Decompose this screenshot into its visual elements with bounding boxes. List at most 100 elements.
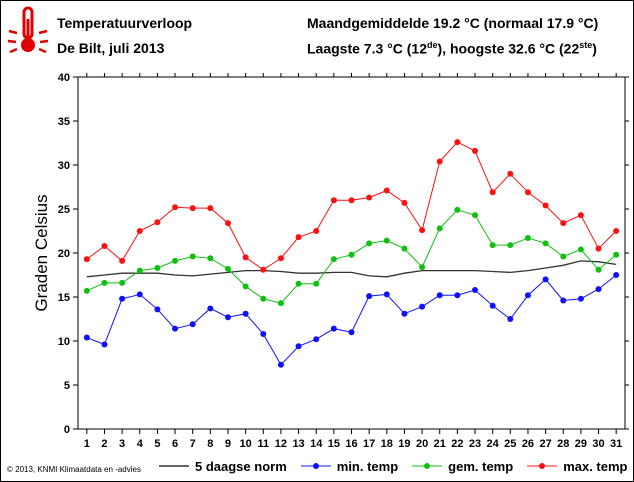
data-point-max <box>436 158 443 165</box>
legend-item-min: min. temp <box>300 459 398 474</box>
legend-item-max: max. temp <box>527 459 628 474</box>
data-point-max <box>419 227 426 234</box>
data-point-max <box>101 242 108 249</box>
x-tick-label: 7 <box>190 438 196 450</box>
x-tick-label: 9 <box>225 438 231 450</box>
x-tick-label: 12 <box>275 438 287 450</box>
thermometer-ray <box>38 47 47 54</box>
extremes-superscript: ste <box>579 40 593 50</box>
series-line-min <box>86 274 617 366</box>
data-point-gem <box>348 251 355 258</box>
x-tick-label: 25 <box>504 438 516 450</box>
legend-label: gem. temp <box>448 458 514 474</box>
x-tick-label: 5 <box>154 438 160 450</box>
page-title: Temperatuurverloop <box>57 15 193 31</box>
x-tick-label: 27 <box>539 438 551 450</box>
y-tick-label: 25 <box>58 204 70 216</box>
data-point-gem <box>224 265 231 272</box>
data-point-gem <box>83 287 90 294</box>
thermometer-icon <box>7 6 49 54</box>
data-point-max <box>172 204 179 211</box>
data-point-min <box>542 276 549 283</box>
data-point-min <box>613 272 620 278</box>
data-point-max <box>366 194 373 201</box>
y-tick-label: 0 <box>64 424 70 436</box>
data-point-gem <box>383 237 390 244</box>
chart-legend: 5 daagse norm min. temp gem. temp max. temp <box>159 458 634 474</box>
thermometer-ray <box>8 29 18 35</box>
legend-label: 5 daagse norm <box>195 458 287 474</box>
data-point-max <box>577 212 584 219</box>
data-point-min <box>242 310 249 317</box>
data-point-gem <box>136 267 143 274</box>
chart-series <box>83 139 620 368</box>
extremes-text: Laagste 7.3 °C (12de), hoogste 32.6 °C (… <box>307 40 597 57</box>
data-point-gem <box>154 264 161 271</box>
data-point-gem <box>189 253 196 260</box>
x-tick-label: 23 <box>469 438 481 450</box>
x-tick-label: 3 <box>119 438 125 450</box>
data-point-gem <box>577 246 584 253</box>
thermometer-bulb <box>21 38 35 52</box>
data-point-min <box>401 310 408 317</box>
data-point-max <box>383 187 390 194</box>
legend-item-norm: 5 daagse norm <box>159 459 287 474</box>
thermometer-ray <box>7 39 17 44</box>
x-tick-label: 24 <box>487 438 500 450</box>
y-axis-label: Graden Celsius <box>32 194 51 311</box>
data-point-gem <box>366 240 373 247</box>
legend-item-gem: gem. temp <box>412 459 513 474</box>
data-point-max <box>613 228 620 234</box>
data-point-min <box>454 292 461 299</box>
data-point-max <box>189 205 196 212</box>
data-point-min <box>207 305 214 312</box>
y-tick-label: 20 <box>58 248 70 260</box>
data-point-max <box>472 147 479 154</box>
y-tick-label: 15 <box>58 292 70 304</box>
x-tick-label: 21 <box>434 438 446 450</box>
data-point-gem <box>489 242 496 249</box>
monthly-mean-text: Maandgemiddelde 19.2 °C (normaal 17.9 °C… <box>307 15 599 31</box>
data-point-max <box>560 220 567 227</box>
data-point-gem <box>436 225 443 232</box>
data-point-min <box>560 297 567 304</box>
data-point-min <box>383 291 390 298</box>
data-point-gem <box>507 242 514 249</box>
extremes-part: ), hoogste 32.6 °C (22 <box>437 40 580 57</box>
x-tick-label: 13 <box>292 438 304 450</box>
data-point-gem <box>542 240 549 247</box>
data-point-min <box>524 292 531 299</box>
data-point-gem <box>295 280 302 287</box>
x-tick-label: 4 <box>137 438 144 450</box>
data-point-max <box>83 256 90 263</box>
y-tick-label: 35 <box>58 116 70 128</box>
data-point-min <box>295 343 302 350</box>
data-point-gem <box>207 255 214 262</box>
thermometer-ray <box>38 29 48 35</box>
data-point-max <box>260 266 267 273</box>
data-point-min <box>366 293 373 300</box>
copyright-credit: © 2013, KNMI Klimaatdata en -advies <box>7 465 141 474</box>
series-line-max <box>86 141 617 271</box>
legend-swatch <box>412 463 443 469</box>
data-point-gem <box>401 245 408 252</box>
x-tick-label: 20 <box>416 438 428 450</box>
data-point-min <box>489 302 496 309</box>
data-point-max <box>207 205 214 212</box>
legend-swatch <box>159 465 189 467</box>
data-point-min <box>224 314 231 321</box>
x-tick-label: 29 <box>575 438 587 450</box>
data-point-min <box>313 336 320 343</box>
data-point-min <box>436 292 443 299</box>
data-point-max <box>136 228 143 234</box>
data-point-max <box>295 234 302 241</box>
x-tick-label: 11 <box>257 438 269 450</box>
extremes-part: ) <box>592 40 597 57</box>
data-point-max <box>154 219 161 226</box>
y-tick-label: 5 <box>64 380 70 392</box>
legend-swatch-marker <box>539 463 546 469</box>
data-point-gem <box>260 295 267 302</box>
data-point-min <box>419 303 426 310</box>
data-point-max <box>277 255 284 262</box>
x-tick-label: 22 <box>451 438 463 450</box>
